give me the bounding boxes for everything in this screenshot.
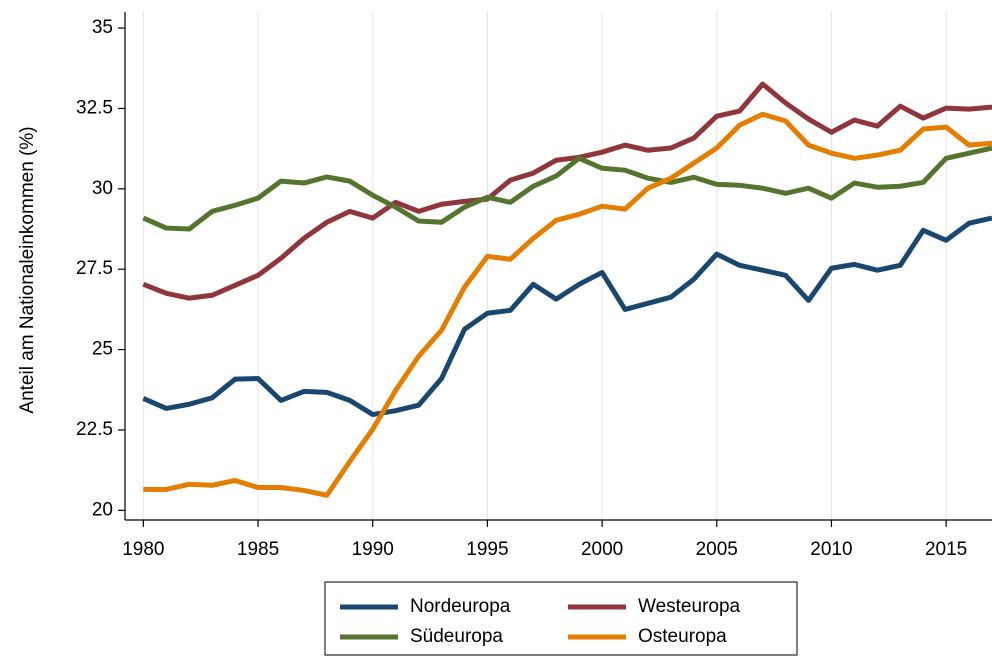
y-tick-label: 22.5 [76,419,113,440]
x-tick-label: 1995 [466,539,508,560]
series-line [142,215,992,418]
x-tick-label: 1980 [122,539,164,560]
y-tick-label: 30 [92,178,113,199]
legend-label: Nordeuropa [410,596,511,617]
x-tick-label: 1985 [237,539,279,560]
legend-label: Südeuropa [410,626,503,647]
y-tick-label: 20 [92,499,113,520]
x-tick-label: 2000 [581,539,623,560]
x-tick-label: 1990 [352,539,394,560]
y-tick-label: 27.5 [76,258,113,279]
legend-label: Osteuropa [638,626,727,647]
x-tick-label: 2005 [696,539,738,560]
y-tick-label: 32.5 [76,97,113,118]
x-tick-label: 2010 [810,539,852,560]
legend-box [324,581,798,656]
legend-label: Westeuropa [638,596,741,617]
series-line [143,111,992,498]
y-axis-label: Anteil am Nationaleinkommen (%) [17,126,38,413]
x-tick-label: 2015 [925,539,967,560]
series-line [142,81,992,301]
y-tick-label: 35 [92,17,113,38]
y-tick-label: 25 [92,339,113,360]
series-line [142,145,992,232]
